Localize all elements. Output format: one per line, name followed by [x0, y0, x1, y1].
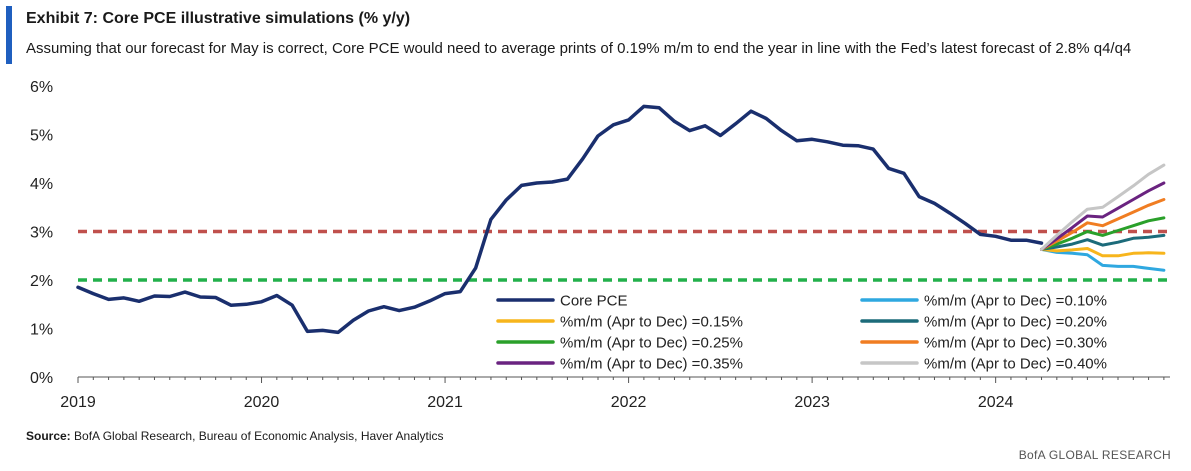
legend-label: %m/m (Apr to Dec) =0.20% — [924, 314, 1107, 331]
x-tick-label: 2019 — [60, 394, 96, 411]
y-tick-label: 6% — [30, 79, 53, 96]
legend-label: %m/m (Apr to Dec) =0.15% — [560, 314, 743, 331]
y-tick-label: 0% — [30, 370, 53, 387]
series-line-simulation — [1040, 198, 1166, 251]
chart-subtitle: Assuming that our forecast for May is co… — [26, 40, 1132, 57]
y-tick-label: 1% — [30, 322, 53, 339]
source-text: BofA Global Research, Bureau of Economic… — [70, 429, 444, 443]
legend-label: %m/m (Apr to Dec) =0.30% — [924, 335, 1107, 352]
series-line-simulation — [1040, 247, 1166, 258]
x-tick-label: 2021 — [427, 394, 463, 411]
legend-label: %m/m (Apr to Dec) =0.25% — [560, 335, 743, 352]
legend-label: %m/m (Apr to Dec) =0.40% — [924, 356, 1107, 373]
brand-label: BofA GLOBAL RESEARCH — [1018, 448, 1171, 462]
chart-title: Exhibit 7: Core PCE illustrative simulat… — [26, 10, 411, 27]
title-accent-bar — [6, 6, 12, 64]
series-line-simulation — [1040, 233, 1166, 251]
y-tick-label: 3% — [30, 225, 53, 242]
series-layer — [76, 104, 1166, 335]
legend: Core PCE %m/m (Apr to Dec) =0.15% %m/m (Ap… — [496, 293, 1107, 373]
y-tick-label: 4% — [30, 176, 53, 193]
series-line-simulation — [1040, 181, 1166, 251]
source-note: Source: BofA Global Research, Bureau of … — [26, 429, 444, 443]
x-tick-label: 2020 — [244, 394, 280, 411]
x-axis: 2019 2020 2021 2022 2023 2024 — [60, 376, 1170, 411]
source-label: Source: — [26, 429, 71, 443]
x-tick-label: 2023 — [794, 394, 830, 411]
series-line-simulation — [1040, 216, 1166, 251]
legend-label: Core PCE — [560, 293, 628, 310]
series-line-simulation — [1040, 163, 1166, 251]
series-line-core-pce — [76, 104, 1044, 335]
y-tick-label: 2% — [30, 273, 53, 290]
x-tick-label: 2024 — [978, 394, 1014, 411]
core-pce-chart: 0%1%2%3%4%5%6% 2019 2020 2021 2022 2023 2024 … — [30, 79, 1170, 411]
y-axis: 0% 1% 2% 3% 4% 5% 6% — [30, 79, 53, 387]
reference-lines — [78, 229, 1170, 282]
x-tick-label: 2022 — [611, 394, 647, 411]
legend-label: %m/m (Apr to Dec) =0.10% — [924, 293, 1107, 310]
y-tick-label: 5% — [30, 128, 53, 145]
series-line-simulation — [1040, 247, 1166, 272]
legend-label: %m/m (Apr to Dec) =0.35% — [560, 356, 743, 373]
